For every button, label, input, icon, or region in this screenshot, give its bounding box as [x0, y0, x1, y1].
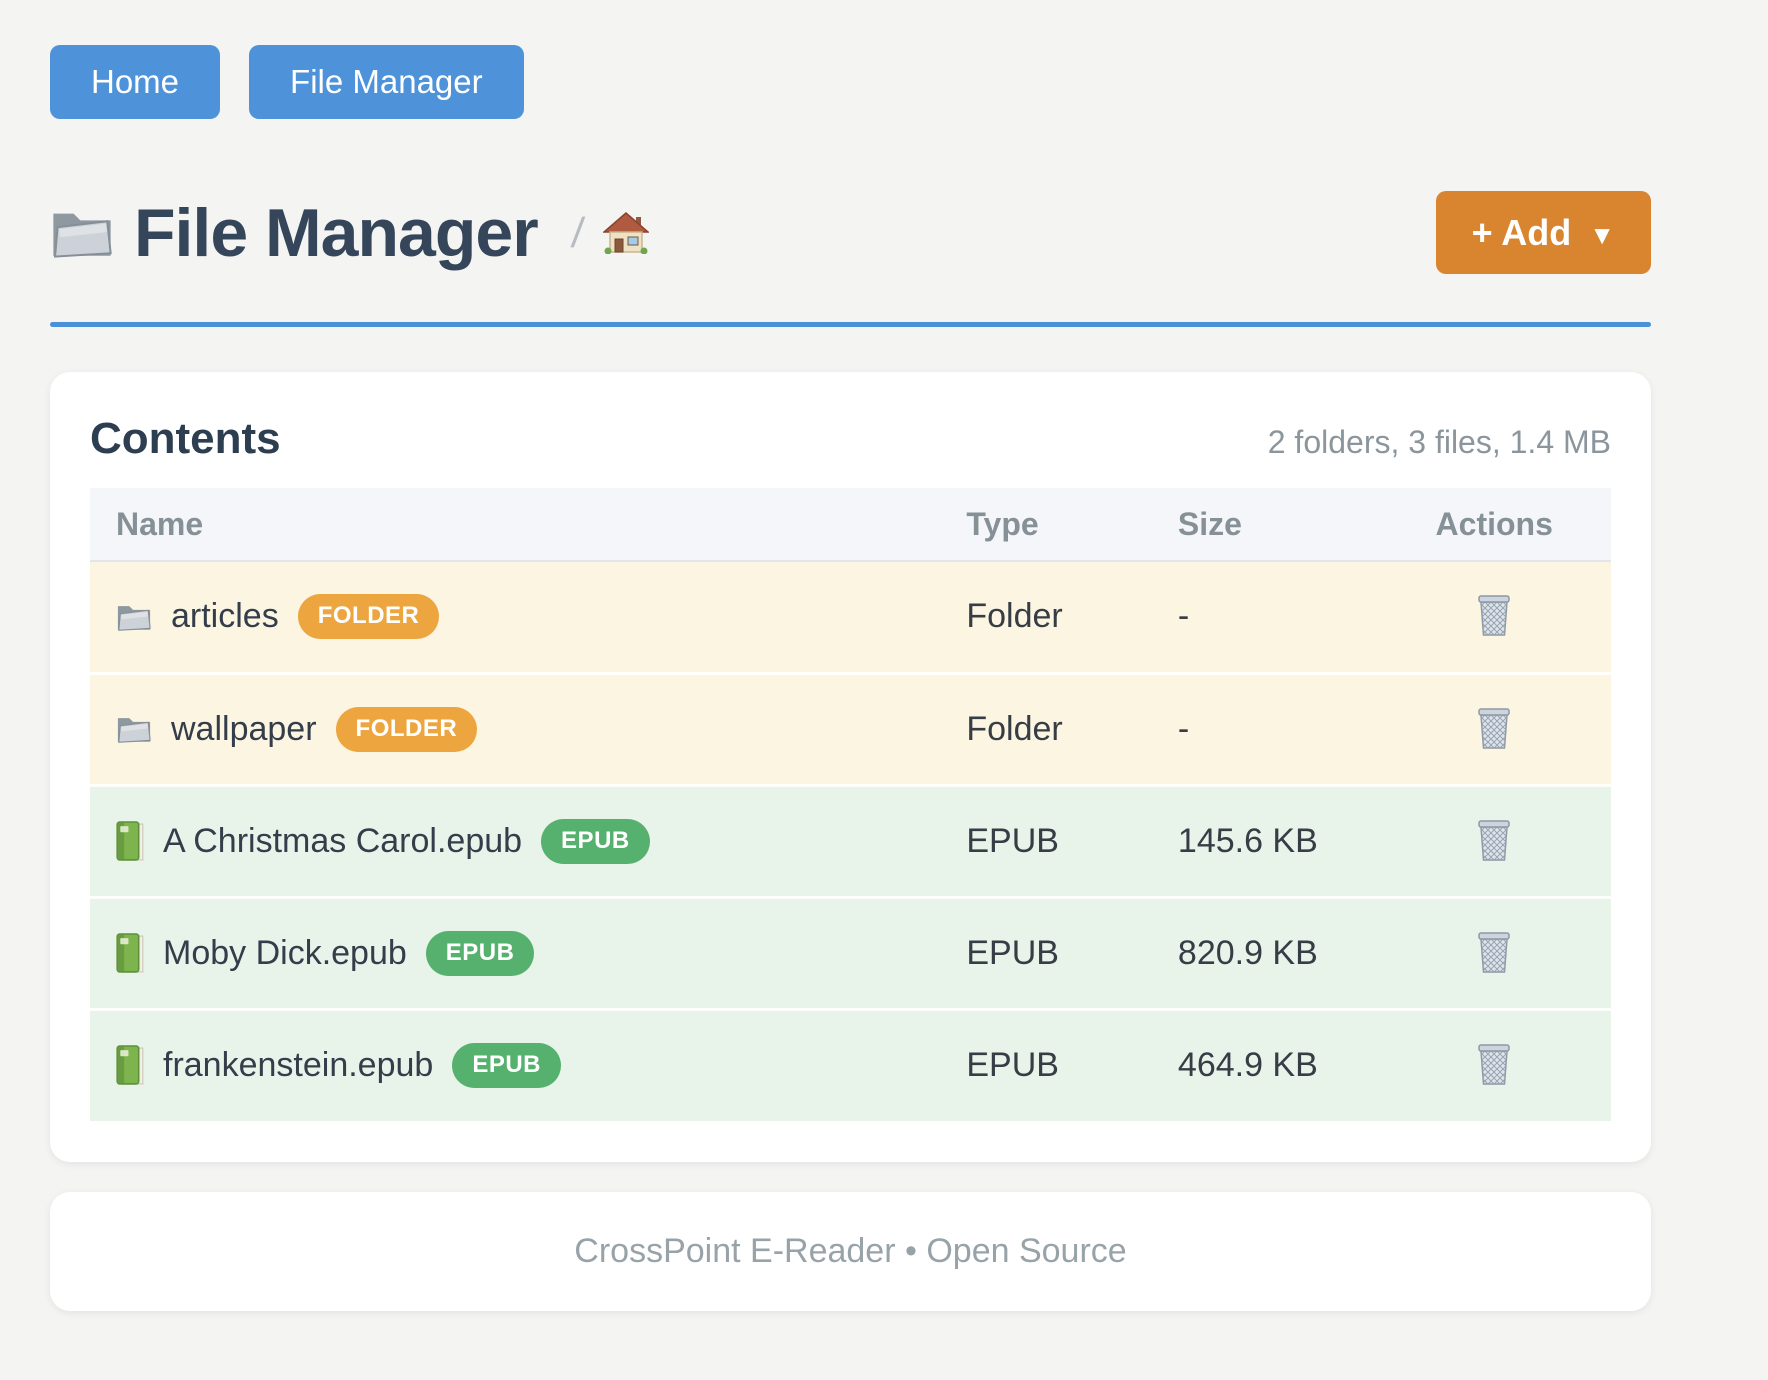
table-header-row: Name Type Size Actions	[90, 488, 1611, 562]
contents-summary: 2 folders, 3 files, 1.4 MB	[1267, 424, 1611, 460]
table-row: articles FOLDER Folder -	[90, 561, 1611, 673]
green-book-icon	[116, 820, 144, 862]
green-book-icon	[116, 1045, 144, 1086]
column-header-actions: Actions	[1377, 488, 1611, 562]
type-badge: FOLDER	[297, 594, 440, 640]
contents-heading: Contents	[90, 414, 281, 463]
file-name-link[interactable]: A Christmas Carol.epub EPUB	[90, 818, 966, 864]
add-button[interactable]: + Add ▼	[1435, 191, 1651, 274]
top-nav: Home File Manager	[50, 45, 1651, 119]
column-header-type: Type	[966, 488, 1178, 562]
type-cell: EPUB	[966, 895, 1178, 1009]
trash-icon	[1476, 593, 1512, 637]
contents-card: Contents 2 folders, 3 files, 1.4 MB Name…	[50, 372, 1651, 1162]
green-book-icon	[116, 932, 144, 974]
file-name: wallpaper	[171, 709, 317, 748]
file-table: Name Type Size Actions	[90, 488, 1611, 1121]
table-row: frankenstein.epub EPUB EPUB 464.9 KB	[90, 1007, 1611, 1121]
file-name-link[interactable]: frankenstein.epub EPUB	[90, 1043, 966, 1089]
nav-file-manager-button[interactable]: File Manager	[249, 45, 524, 119]
page-container: Home File Manager File Manager /	[50, 0, 1651, 1311]
type-cell: EPUB	[966, 783, 1178, 897]
folder-icon	[50, 206, 114, 260]
breadcrumb-separator: /	[569, 208, 586, 256]
column-header-name: Name	[90, 488, 967, 562]
column-header-size: Size	[1177, 488, 1378, 562]
size-cell: -	[1177, 671, 1378, 785]
type-badge: EPUB	[425, 930, 535, 976]
add-button-label: + Add	[1471, 211, 1572, 253]
type-badge: FOLDER	[335, 706, 478, 752]
type-badge: EPUB	[541, 818, 650, 864]
footer-text: CrossPoint E-Reader • Open Source	[574, 1232, 1127, 1270]
page-title: File Manager	[134, 194, 539, 271]
delete-button[interactable]	[1470, 700, 1518, 756]
nav-home-button[interactable]: Home	[50, 45, 221, 119]
contents-card-header: Contents 2 folders, 3 files, 1.4 MB	[90, 414, 1611, 464]
size-cell: 464.9 KB	[1177, 1007, 1378, 1121]
trash-icon	[1476, 706, 1512, 750]
delete-button[interactable]	[1470, 587, 1518, 643]
trash-icon	[1476, 818, 1512, 862]
delete-button[interactable]	[1470, 924, 1518, 980]
breadcrumb: /	[569, 208, 650, 257]
trash-icon	[1476, 930, 1512, 974]
file-name: articles	[171, 597, 279, 636]
trash-icon	[1476, 1042, 1512, 1086]
type-cell: Folder	[966, 671, 1178, 785]
file-table-body: articles FOLDER Folder -	[90, 561, 1611, 1121]
folder-icon	[116, 602, 152, 632]
type-badge: EPUB	[452, 1043, 561, 1089]
table-row: wallpaper FOLDER Folder -	[90, 671, 1611, 785]
file-name: A Christmas Carol.epub	[163, 821, 523, 860]
size-cell: -	[1177, 597, 1190, 636]
page-header: File Manager / + Add ▼	[50, 191, 1651, 274]
file-name-link[interactable]: articles FOLDER	[90, 594, 966, 640]
size-cell: 145.6 KB	[1177, 783, 1378, 897]
header-divider	[50, 322, 1651, 327]
file-name: frankenstein.epub	[163, 1046, 434, 1085]
type-cell: Folder	[966, 597, 1063, 636]
table-row: Moby Dick.epub EPUB EPUB 820.9 KB	[90, 895, 1611, 1009]
file-name-link[interactable]: Moby Dick.epub EPUB	[90, 930, 966, 976]
size-cell: 820.9 KB	[1177, 895, 1378, 1009]
delete-button[interactable]	[1470, 1036, 1518, 1092]
home-icon[interactable]	[603, 211, 650, 254]
delete-button[interactable]	[1470, 812, 1518, 868]
table-row: A Christmas Carol.epub EPUB EPUB 145.6 K…	[90, 783, 1611, 897]
file-name: Moby Dick.epub	[163, 933, 407, 972]
folder-icon	[116, 714, 152, 744]
footer: CrossPoint E-Reader • Open Source	[50, 1192, 1651, 1311]
file-name-link[interactable]: wallpaper FOLDER	[90, 706, 966, 752]
type-cell: EPUB	[966, 1007, 1178, 1121]
caret-down-icon: ▼	[1589, 219, 1615, 250]
